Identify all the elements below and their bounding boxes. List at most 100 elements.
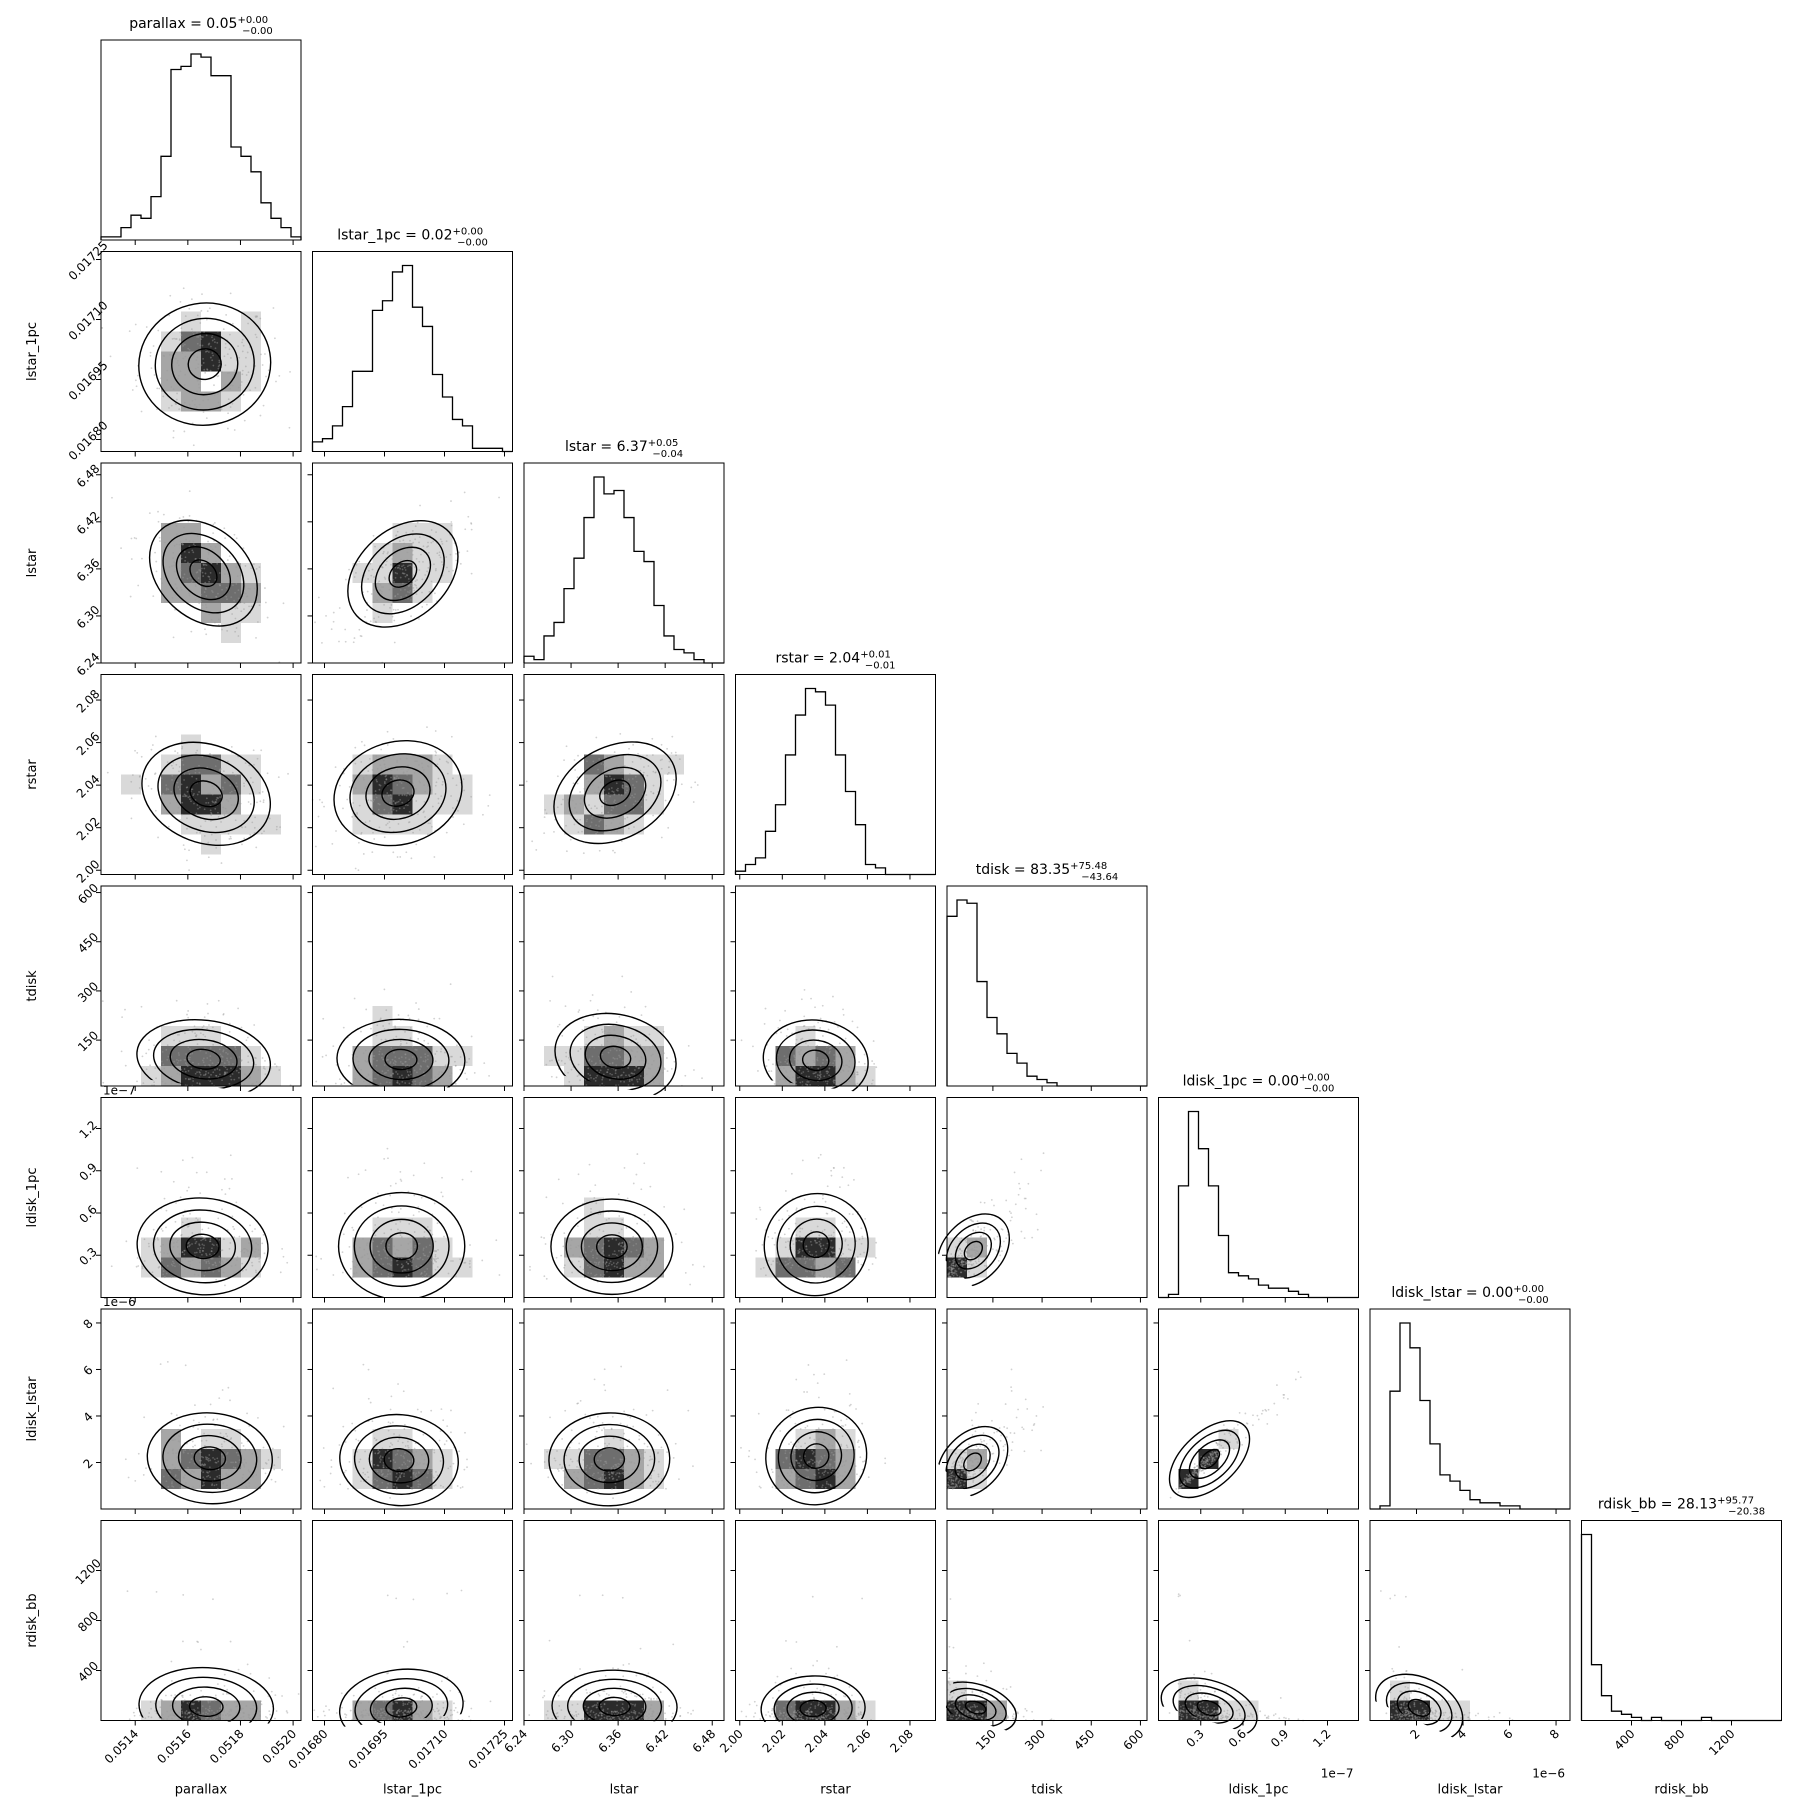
sample-point (187, 1236, 190, 1239)
sample-point (959, 1258, 962, 1260)
sample-point (804, 1262, 807, 1265)
sample-point (243, 1083, 246, 1086)
sample-point (420, 1080, 423, 1083)
sample-point (853, 1075, 856, 1078)
sample-point (230, 804, 233, 806)
density-cell (392, 754, 413, 775)
sample-point (388, 1243, 391, 1246)
sample-point (223, 355, 226, 358)
density-cell (121, 1006, 141, 1026)
contour-line (381, 779, 415, 807)
sample-point (185, 795, 188, 797)
sample-point (225, 810, 228, 813)
sample-point (363, 1254, 366, 1256)
sample-point (603, 831, 606, 833)
sample-point (233, 533, 236, 536)
sample-point (811, 1066, 813, 1068)
sample-point (426, 765, 429, 767)
sample-point (849, 1270, 852, 1273)
sample-point (225, 1051, 227, 1054)
sample-point (773, 1082, 776, 1085)
density-cell (121, 523, 141, 543)
sample-point (173, 544, 176, 547)
density-cell (181, 291, 201, 312)
sample-point (395, 1248, 398, 1251)
sample-point (258, 1258, 261, 1260)
sample-point (630, 1049, 633, 1052)
sample-point (784, 1260, 787, 1263)
sample-point (212, 1449, 215, 1452)
sample-point (228, 1022, 231, 1025)
sample-point (173, 337, 176, 340)
title-upper-error: +0.01 (860, 650, 891, 661)
sample-point (233, 1228, 236, 1230)
sample-point (801, 1249, 804, 1252)
sample-point (411, 1260, 414, 1262)
sample-point (246, 1250, 249, 1252)
title-lower-error: −0.00 (457, 238, 488, 249)
sample-point (376, 1245, 379, 1248)
sample-point (661, 1239, 663, 1242)
sample-point (230, 745, 233, 748)
sample-point (843, 1259, 846, 1262)
sample-point (383, 988, 386, 991)
sample-point (187, 796, 190, 799)
sample-point (409, 1251, 411, 1254)
density-cell (181, 1046, 201, 1066)
density-cell (987, 1257, 1007, 1278)
sample-point (387, 1246, 390, 1249)
sample-point (383, 576, 386, 579)
sample-point (782, 1078, 785, 1081)
sample-point (414, 580, 417, 583)
sample-point (401, 1266, 404, 1268)
sample-point (380, 565, 383, 568)
sample-point (203, 567, 206, 570)
sample-point (200, 335, 203, 338)
density-cell (201, 774, 221, 795)
sample-point (219, 584, 222, 587)
sample-point (605, 772, 608, 775)
sample-point (619, 1049, 621, 1052)
sample-point (1008, 1210, 1011, 1213)
sample-point (213, 1477, 216, 1480)
sample-point (550, 1233, 552, 1236)
density-cell (332, 794, 353, 815)
sample-point (608, 1245, 611, 1248)
sample-point (601, 1031, 604, 1033)
sample-point (407, 578, 410, 580)
sample-point (636, 1080, 639, 1083)
sample-point (187, 561, 189, 564)
sample-point (577, 1260, 580, 1263)
sample-point (176, 752, 179, 754)
sample-point (611, 790, 614, 793)
sample-point (415, 787, 417, 790)
density-cell (624, 814, 644, 835)
sample-point (382, 1204, 385, 1207)
sample-point (798, 1053, 801, 1056)
sample-point (341, 1251, 344, 1254)
sample-point (391, 558, 394, 560)
sample-point (659, 759, 662, 762)
sample-point (409, 1037, 412, 1040)
sample-point (585, 777, 588, 780)
sample-point (587, 780, 590, 783)
sample-point (159, 1251, 162, 1254)
density-cell (352, 563, 373, 583)
sample-point (148, 1245, 150, 1248)
sample-point (392, 608, 395, 611)
sample-point (400, 595, 402, 598)
sample-point (367, 1074, 370, 1077)
sample-point (421, 591, 423, 594)
sample-point (384, 766, 387, 769)
sample-point (611, 1073, 613, 1076)
sample-point (223, 1440, 226, 1443)
sample-point (621, 1064, 624, 1067)
sample-point (413, 771, 416, 774)
sample-point (382, 586, 385, 588)
sample-point (235, 537, 238, 540)
sample-point (203, 1444, 206, 1447)
sample-point (251, 1239, 254, 1242)
sample-point (200, 1239, 203, 1242)
sample-point (369, 799, 372, 802)
sample-point (215, 1074, 217, 1077)
